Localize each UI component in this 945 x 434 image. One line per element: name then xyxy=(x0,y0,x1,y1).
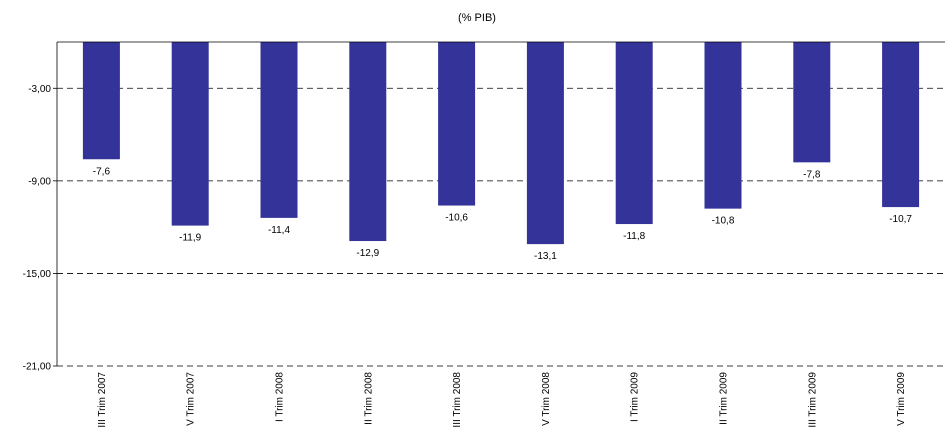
data-label: -10,8 xyxy=(712,216,735,227)
x-tick-label: III Trim 2008 xyxy=(452,372,463,428)
bar xyxy=(171,42,209,226)
axes xyxy=(56,41,945,366)
bar xyxy=(704,42,742,209)
y-tick-labels: -3,00 -9,00 -15,00 -21,00 xyxy=(23,84,57,373)
bar xyxy=(526,42,564,245)
bar xyxy=(82,42,120,160)
bar xyxy=(882,42,920,208)
x-tick-label: II Trim 2008 xyxy=(363,372,374,425)
bar xyxy=(615,42,653,225)
data-label: -10,6 xyxy=(445,213,468,224)
data-labels: -7,6 -11,9 -11,4 -12,9 -10,6 -13,1 -11,8 -10,8 -… xyxy=(93,166,913,262)
y-tick-label: -21,00 xyxy=(23,362,52,373)
chart-title: (% PIB) xyxy=(458,12,496,24)
x-tick-label: III Trim 2007 xyxy=(97,372,108,428)
x-tick-label: III Trim 2009 xyxy=(807,372,818,428)
x-tick-label: V Trim 2008 xyxy=(541,372,552,426)
y-tick-label: -3,00 xyxy=(28,84,51,95)
data-label: -13,1 xyxy=(534,251,557,262)
x-tick-label: II Trim 2009 xyxy=(719,372,730,425)
data-label: -11,4 xyxy=(268,225,290,236)
x-tick-label: I Trim 2008 xyxy=(275,372,286,422)
data-label: -12,9 xyxy=(356,248,379,259)
bar xyxy=(349,42,387,242)
x-tick-label: V Trim 2009 xyxy=(896,372,907,426)
x-tick-label: V Trim 2007 xyxy=(186,372,197,426)
x-tick-label: I Trim 2009 xyxy=(630,372,641,422)
bar xyxy=(793,42,831,163)
data-label: -11,9 xyxy=(179,233,201,244)
bar xyxy=(438,42,476,206)
bars xyxy=(82,42,920,245)
data-label: -10,7 xyxy=(889,214,912,225)
data-label: -7,6 xyxy=(93,166,111,177)
x-tick-labels: III Trim 2007 V Trim 2007 I Trim 2008 II Tr… xyxy=(97,372,907,428)
bar xyxy=(260,42,298,218)
y-tick-label: -9,00 xyxy=(28,176,51,187)
data-label: -11,8 xyxy=(623,231,645,242)
data-label: -7,8 xyxy=(803,169,821,180)
y-tick-label: -15,00 xyxy=(23,269,52,280)
